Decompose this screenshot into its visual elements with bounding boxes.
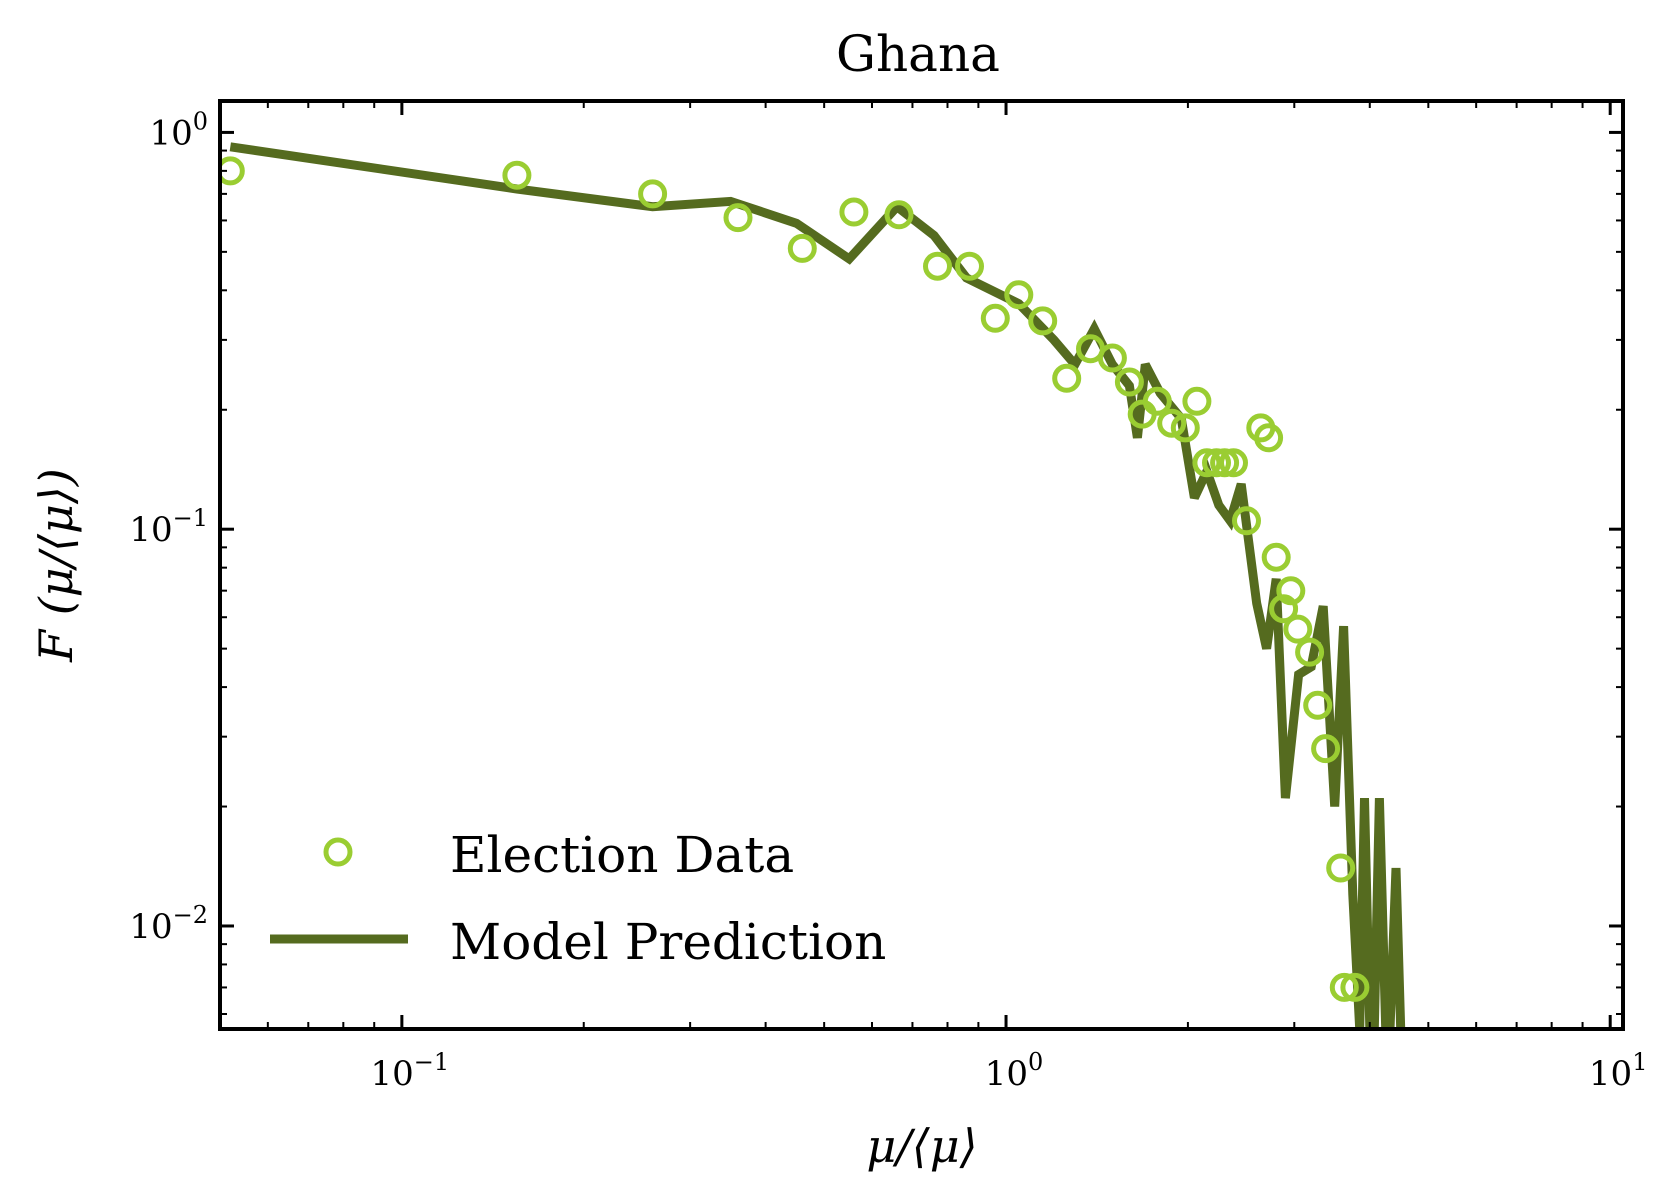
election-data-point [1157, 408, 1187, 438]
legend-label-model-prediction: Model Prediction [450, 913, 886, 971]
election-data-point [502, 160, 532, 190]
plot-frame [218, 99, 1625, 1031]
election-data-point [220, 156, 245, 186]
election-data-point [1329, 972, 1359, 1002]
election-data-point [1283, 614, 1313, 644]
election-data-point [1269, 594, 1299, 624]
election-data-point [1276, 576, 1306, 606]
election-data-point [1004, 280, 1034, 310]
x-tick-label: 100 [985, 1048, 1044, 1094]
election-data-point [1114, 367, 1144, 397]
election-data-point [1182, 386, 1212, 416]
legend: Election Data Model Prediction [270, 826, 886, 971]
election-data-point [1170, 413, 1200, 443]
election-data-point [1210, 448, 1240, 478]
election-data-point [1232, 506, 1261, 536]
y-tick-label: 10−2 [129, 901, 208, 947]
election-data-point [787, 233, 817, 263]
election-data-point [1303, 690, 1333, 720]
election-data-point [1192, 448, 1222, 478]
legend-marker-election-data [323, 837, 353, 867]
election-data-point [1142, 386, 1172, 416]
election-data-point [1326, 853, 1356, 883]
y-axis-label: F (μ/⟨μ⟩) [29, 468, 83, 663]
chart-title: Ghana [836, 25, 1000, 83]
election-data-point [723, 203, 753, 233]
y-tick-label: 100 [149, 107, 208, 153]
series-layer [220, 142, 1406, 1029]
y-tick-label: 10−1 [129, 504, 208, 550]
election-data-point [884, 200, 914, 230]
election-data-point [1254, 423, 1284, 453]
model-prediction-line [229, 142, 1406, 1029]
election-data-point [1311, 734, 1341, 764]
x-axis-label: μ/⟨μ⟩ [866, 1119, 977, 1173]
election-data-point [1028, 306, 1058, 336]
election-data-point [1295, 637, 1325, 667]
election-data-point [1052, 363, 1082, 393]
election-data-point [980, 303, 1010, 333]
election-data-point [1340, 972, 1370, 1002]
election-data-point [638, 179, 668, 209]
legend-label-election-data: Election Data [450, 826, 794, 884]
x-tick-label: 10−1 [371, 1048, 450, 1094]
ticks-layer: 10−1 100 101 100 10−1 10−2 [129, 101, 1647, 1094]
election-data-point [955, 251, 984, 281]
election-data-point [1219, 448, 1248, 478]
x-tick-label: 101 [1589, 1048, 1648, 1094]
election-data-point [1261, 542, 1291, 572]
election-data-point [1097, 343, 1127, 373]
election-data-point [839, 197, 869, 227]
election-data-point [923, 251, 952, 281]
